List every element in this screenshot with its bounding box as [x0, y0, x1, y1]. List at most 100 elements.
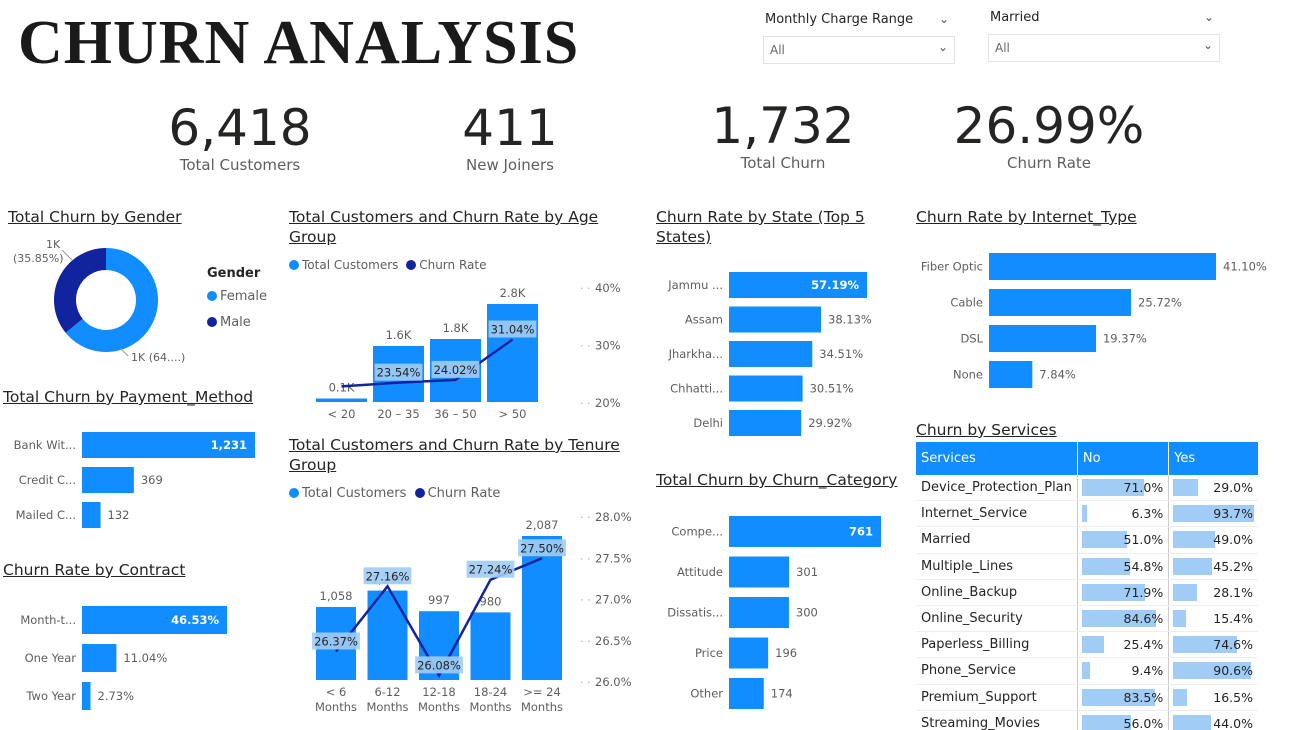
table-row[interactable]: Married 51.0% 49.0%: [916, 526, 1258, 554]
legend-item-male[interactable]: Male: [207, 315, 251, 330]
category-label: 12-18: [422, 685, 455, 699]
data-label: 132: [108, 508, 130, 522]
service-name-cell: Married: [916, 526, 1078, 554]
table-row[interactable]: Device_Protection_Plan 71.0% 29.0%: [916, 475, 1258, 502]
y2-tick-label: 28.0%: [595, 510, 632, 524]
data-bar: [1173, 505, 1254, 523]
bar: [729, 678, 764, 709]
line-data-label: 26.08%: [417, 658, 461, 672]
kpi-label: Churn Rate: [1006, 154, 1092, 172]
data-label: 41.10%: [1223, 260, 1267, 274]
data-bar: [1173, 688, 1188, 706]
y2-tick-label: 20%: [595, 396, 621, 410]
service-name-cell: Online_Backup: [916, 579, 1078, 606]
category-label: Fiber Optic: [921, 260, 983, 274]
cell-value: 25.4%: [1123, 637, 1164, 653]
slicer-dropdown[interactable]: All ⌄: [988, 34, 1220, 62]
data-label: 19.37%: [1103, 332, 1147, 346]
table-row[interactable]: Online_Security 84.6% 15.4%: [916, 605, 1258, 633]
tenure-combo-chart[interactable]: · · 28.0% · · 27.5% · · 27.0% · · 26.5% · · 26.0%…: [284, 505, 644, 730]
line-data-label: 26.37%: [314, 634, 358, 648]
cell-value: 71.0%: [1123, 480, 1164, 495]
table-row[interactable]: Internet_Service 6.3% 93.7%: [916, 500, 1258, 528]
data-bar: [1081, 505, 1088, 523]
axis-tick-dots: · ·: [580, 676, 591, 689]
data-label-male: (35.85%): [13, 252, 64, 265]
axis-tick-dots: · ·: [580, 635, 591, 648]
gender-donut-chart[interactable]: 1K (64....) 1K(35.85%): [0, 230, 200, 380]
table-row[interactable]: Paperless_Billing 25.4% 74.6%: [916, 631, 1258, 659]
table-row[interactable]: Phone_Service 9.4% 90.6%: [916, 657, 1258, 685]
cell-value: 44.0%: [1213, 715, 1253, 730]
cell-value: 51.0%: [1123, 532, 1164, 548]
category-label: Attitude: [677, 565, 723, 579]
cell-value: 9.4%: [1131, 663, 1164, 679]
bar: [82, 682, 91, 710]
slicer-married[interactable]: Married ⌄ All ⌄: [988, 10, 1220, 62]
chevron-down-icon: ⌄: [1202, 38, 1213, 52]
data-bar: [1173, 531, 1216, 549]
category-label: < 6: [326, 685, 347, 699]
contract-bar-chart[interactable]: Month-t... 46.53% One Year 11.04% Two Year 2.…: [0, 596, 280, 716]
y2-tick-label: 27.0%: [595, 593, 632, 607]
category-label: Mailed C...: [16, 508, 76, 522]
category-label: Month-t...: [20, 613, 76, 627]
slicer-monthly-charge-range[interactable]: Monthly Charge Range ⌄ All ⌄: [763, 12, 955, 64]
chevron-down-icon[interactable]: ⌄: [1204, 10, 1215, 24]
data-bar: [1173, 583, 1198, 601]
chevron-down-icon[interactable]: ⌄: [939, 12, 950, 26]
chart-title-category: Total Churn by Churn_Category: [656, 471, 898, 489]
data-label: 2,087: [526, 518, 559, 532]
kpi-total-churn: 1,732 Total Churn: [683, 98, 883, 172]
data-label-bg: [312, 632, 360, 650]
column-header[interactable]: No: [1077, 442, 1170, 475]
table-row[interactable]: Online_Backup 71.9% 28.1%: [916, 579, 1258, 606]
data-label: 30.51%: [810, 382, 854, 396]
legend-dot-icon: [207, 291, 217, 301]
category-bar-chart[interactable]: Compe... 761 Attitude 301 Dissatis... 300 Pric…: [650, 508, 910, 718]
services-table[interactable]: Services No Yes Device_Protection_Plan 71.0%…: [916, 442, 1258, 730]
yes-value-cell: 90.6%: [1168, 657, 1258, 685]
category-label: >= 24: [523, 685, 561, 699]
slicer-label: Monthly Charge Range: [765, 12, 914, 27]
cell-value: 56.0%: [1123, 715, 1164, 730]
legend-item-female[interactable]: Female: [207, 289, 267, 304]
internet-bar-chart[interactable]: Fiber Optic 41.10% Cable 25.72% DSL 19.37% Non…: [910, 245, 1289, 395]
slicer-dropdown[interactable]: All ⌄: [763, 36, 955, 64]
data-bar: [1081, 636, 1105, 654]
no-value-cell: 51.0%: [1077, 526, 1170, 554]
data-bar: [1173, 557, 1213, 575]
payment-bar-chart[interactable]: Bank Wit... 1,231 Credit C... 369 Mailed C..…: [0, 422, 280, 532]
no-value-cell: 6.3%: [1077, 500, 1170, 528]
table-row[interactable]: Multiple_Lines 54.8% 45.2%: [916, 553, 1258, 580]
yes-value-cell: 74.6%: [1168, 631, 1258, 659]
category-label: Bank Wit...: [14, 438, 76, 452]
cell-value: 28.1%: [1213, 584, 1253, 600]
cell-value: 83.5%: [1123, 689, 1164, 705]
no-value-cell: 25.4%: [1077, 631, 1170, 659]
bar: [82, 432, 255, 458]
table-row[interactable]: Premium_Support 83.5% 16.5%: [916, 684, 1258, 711]
chart-title-tenure: Total Customers and Churn Rate by Tenure…: [289, 436, 620, 474]
service-name-cell: Device_Protection_Plan: [916, 475, 1078, 502]
state-bar-chart[interactable]: Jammu ... 57.19% Assam 38.13% Jharkha... 34.5…: [650, 262, 910, 442]
service-name-cell: Streaming_Movies: [916, 710, 1078, 730]
data-label-bg: [363, 567, 412, 585]
line-data-label: 27.24%: [469, 563, 513, 577]
data-bar: [1173, 714, 1212, 730]
table-row[interactable]: Streaming_Movies 56.0% 44.0%: [916, 710, 1258, 730]
data-bar: [1081, 531, 1127, 549]
slicer-value: All: [770, 43, 785, 57]
category-label: Chhatti...: [670, 382, 723, 396]
table-header-row: Services No Yes: [916, 442, 1258, 475]
data-bar: [1173, 636, 1238, 654]
column-header[interactable]: Yes: [1168, 442, 1258, 475]
line-data-label: 24.02%: [434, 363, 478, 377]
bar: [729, 637, 769, 669]
kpi-value: 1,732: [711, 97, 855, 155]
column-header[interactable]: Services: [916, 442, 1078, 475]
yes-value-cell: 44.0%: [1168, 710, 1258, 730]
chevron-down-icon: ⌄: [937, 40, 948, 54]
cell-value: 54.8%: [1123, 558, 1164, 574]
